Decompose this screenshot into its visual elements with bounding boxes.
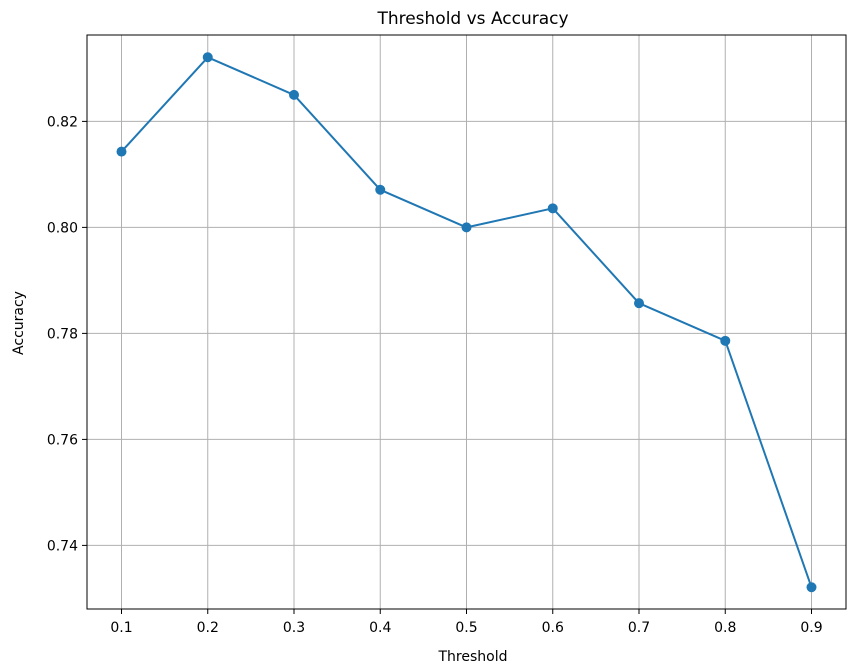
data-point (806, 582, 817, 593)
chart-title: Threshold vs Accuracy (376, 9, 568, 29)
x-tick-label: 0.3 (283, 620, 305, 636)
grid (87, 35, 846, 609)
axis-ticks: 0.1 0.2 0.3 0.4 0.5 0.6 0.7 0.8 0.9 0.74 0.76 0.78 0… (47, 114, 823, 636)
data-point (634, 298, 644, 309)
x-tick-label: 0.4 (369, 620, 391, 636)
data-point (289, 89, 299, 100)
x-tick-label: 0.2 (197, 620, 219, 636)
y-tick-label: 0.82 (47, 114, 78, 130)
data-point (720, 335, 731, 346)
y-tick-label: 0.76 (47, 432, 78, 448)
x-tick-label: 0.8 (714, 620, 736, 636)
x-tick-label: 0.1 (110, 620, 132, 636)
data-point (202, 52, 213, 63)
y-axis-label: Accuracy (11, 291, 27, 355)
x-tick-label: 0.7 (628, 620, 650, 636)
x-tick-label: 0.9 (800, 620, 822, 636)
y-tick-label: 0.80 (47, 220, 78, 236)
x-tick-label: 0.5 (455, 620, 477, 636)
x-tick-label: 0.6 (542, 620, 564, 636)
series-layer (116, 52, 817, 593)
y-tick-label: 0.78 (47, 326, 78, 342)
x-axis-label: Threshold (438, 649, 508, 665)
data-point (461, 222, 472, 233)
data-point (547, 203, 558, 214)
data-point (375, 184, 386, 195)
y-tick-label: 0.74 (47, 538, 78, 554)
data-point (116, 146, 127, 157)
